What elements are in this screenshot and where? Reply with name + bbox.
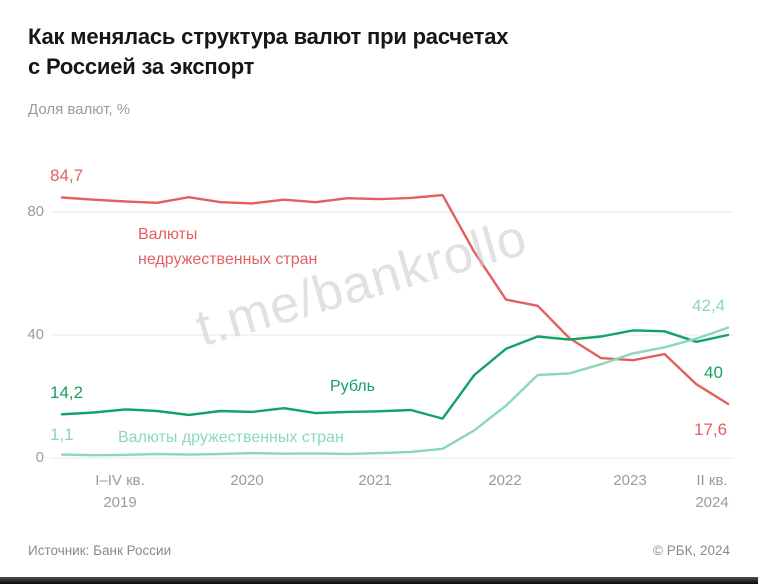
value-label-friendly-start: 1,1 [50, 425, 74, 444]
chart-subtitle: Доля валют, % [28, 101, 131, 118]
x-tick-2024: II кв. 2024 [695, 472, 729, 511]
y-tick-0: 0 [35, 449, 44, 466]
value-label-ruble-end: 40 [704, 363, 723, 382]
copyright: © РБК, 2024 [653, 543, 730, 558]
x-tick-2019: I–IV кв. 2019 [95, 472, 145, 511]
x-tick-2023: 2023 [613, 472, 647, 489]
y-tick-40: 40 [27, 326, 44, 343]
series-label-unfriendly: Валюты недружественных стран [138, 226, 318, 268]
x-tick-2022: 2022 [488, 472, 522, 489]
series-label-ruble: Рубль [330, 378, 375, 395]
series-label-friendly: Валюты дружественных стран [118, 429, 344, 446]
bottom-edge-bar [0, 577, 758, 584]
value-label-unfriendly-end: 17,6 [694, 420, 728, 439]
x-tick-2021: 2021 [358, 472, 392, 489]
value-label-unfriendly-start: 84,7 [50, 166, 84, 185]
chart-title: Как менялась структура валют при расчета… [28, 24, 509, 79]
value-label-ruble-start: 14,2 [50, 383, 84, 402]
source-credit: Источник: Банк России [28, 543, 172, 558]
line-chart [50, 193, 734, 459]
x-tick-2020: 2020 [230, 472, 264, 489]
y-tick-80: 80 [27, 203, 44, 220]
value-label-friendly-end: 42,4 [692, 296, 726, 315]
